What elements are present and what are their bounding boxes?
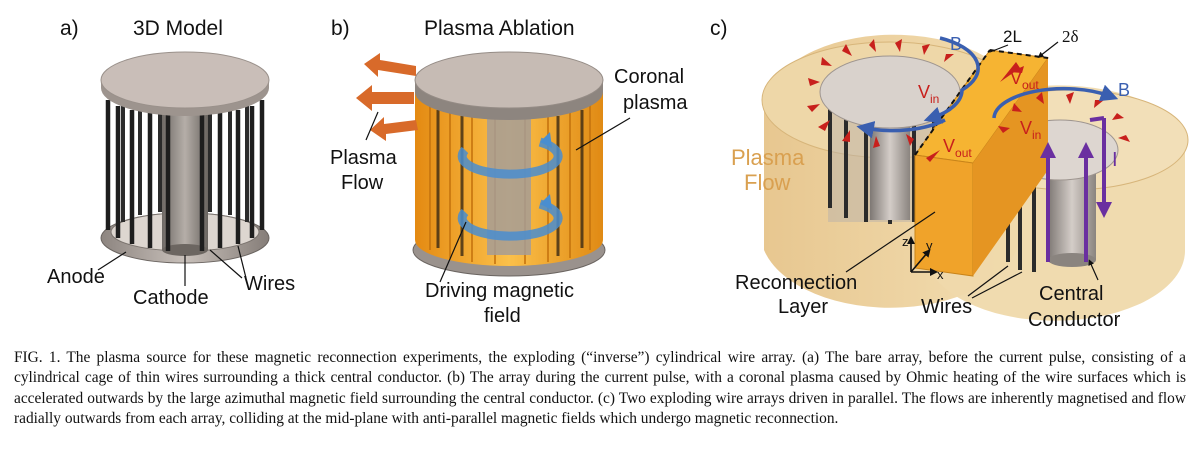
label-plasma: plasma	[623, 92, 688, 114]
label-2delta: 2δ	[1062, 27, 1079, 46]
label-driving-1: Driving magnetic	[425, 280, 574, 302]
panel-a-title: 3D Model	[133, 17, 223, 40]
label-coronal: Coronal	[614, 66, 684, 88]
axis-z: z	[902, 234, 909, 249]
label-cathode: Cathode	[133, 287, 209, 309]
panel-b-letter: b)	[331, 17, 350, 40]
label-plasma-flow-1: Plasma	[330, 147, 398, 169]
label-central-1: Central	[1039, 283, 1103, 305]
panel-a: a) 3D Model Anode Cathode Wires	[47, 17, 295, 309]
label-plasma-flow-c-1: Plasma	[731, 145, 805, 170]
panel-a-letter: a)	[60, 17, 79, 40]
label-b-left: B	[950, 34, 962, 54]
top-disc	[101, 52, 269, 108]
label-wires: Wires	[244, 273, 295, 295]
panel-c: c)	[710, 17, 1188, 331]
label-central-2: Conductor	[1028, 309, 1121, 331]
label-driving-2: field	[484, 305, 521, 327]
label-wires-c: Wires	[921, 296, 972, 318]
plasma-flow-arrows	[356, 53, 418, 141]
label-reconnection-1: Reconnection	[735, 272, 857, 294]
label-2l: 2L	[1003, 27, 1022, 46]
axis-x: x	[937, 267, 944, 282]
top-disc-b	[415, 52, 603, 108]
label-plasma-flow-c-2: Flow	[744, 170, 791, 195]
label-b-right: B	[1118, 80, 1130, 100]
panel-b-title: Plasma Ablation	[424, 17, 575, 40]
axis-y: y	[926, 238, 933, 253]
label-current: I	[1112, 149, 1118, 171]
figure-caption: FIG. 1. The plasma source for these magn…	[14, 348, 1186, 430]
figure-1: a) 3D Model Anode Cathode Wires	[0, 0, 1200, 340]
label-anode: Anode	[47, 266, 105, 288]
label-plasma-flow-2: Flow	[341, 172, 384, 194]
panel-c-letter: c)	[710, 17, 728, 40]
panel-b: b) Plasma Ablation	[330, 17, 688, 327]
label-reconnection-2: Layer	[778, 296, 828, 318]
